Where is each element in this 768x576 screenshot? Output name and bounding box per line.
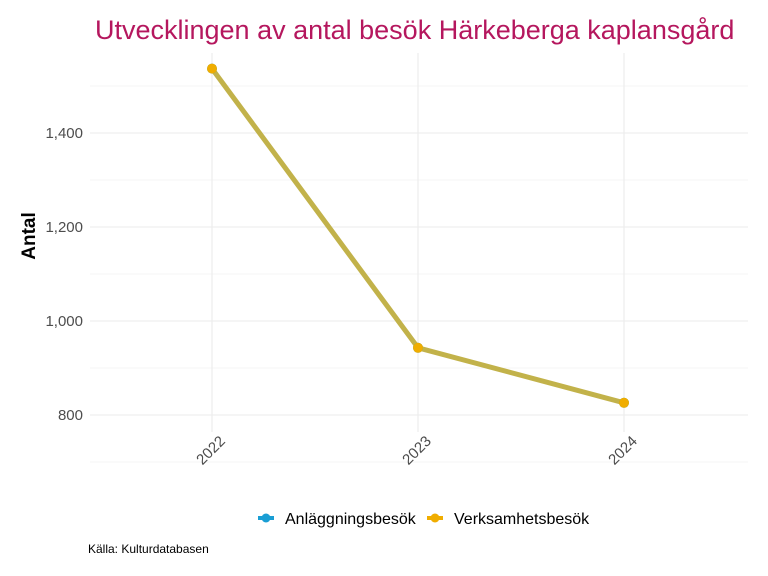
chart-title: Utvecklingen av antal besök Härkeberga k… [95,15,734,45]
y-tick-label: 1,400 [45,125,83,142]
legend-label: Verksamhetsbesök [454,511,590,528]
data-point [413,342,423,353]
legend: Anläggningsbesök Verksamhetsbesök [258,511,590,528]
x-tick-label: 2024 [605,433,641,469]
data-point [619,397,629,408]
y-tick-label: 1,000 [45,313,83,330]
minor-gridlines [90,85,748,463]
y-tick-label: 800 [58,407,83,424]
legend-item: Anläggningsbesök [258,511,417,528]
legend-key-point [261,513,271,523]
y-axis-ticks: 800 1,000 1,200 1,400 [45,125,83,424]
y-axis-label: Antal [19,212,40,260]
major-gridlines [90,53,748,432]
legend-item: Verksamhetsbesök [427,511,590,528]
data-point [207,63,217,74]
x-tick-label: 2023 [399,433,435,469]
series-points [207,63,629,408]
legend-label: Anläggningsbesök [285,511,417,528]
x-tick-label: 2022 [193,433,229,469]
legend-key-point [430,513,440,523]
source-caption: Källa: Kulturdatabasen [88,542,209,556]
x-axis-ticks: 2022 2023 2024 [193,433,641,469]
y-tick-label: 1,200 [45,219,83,236]
